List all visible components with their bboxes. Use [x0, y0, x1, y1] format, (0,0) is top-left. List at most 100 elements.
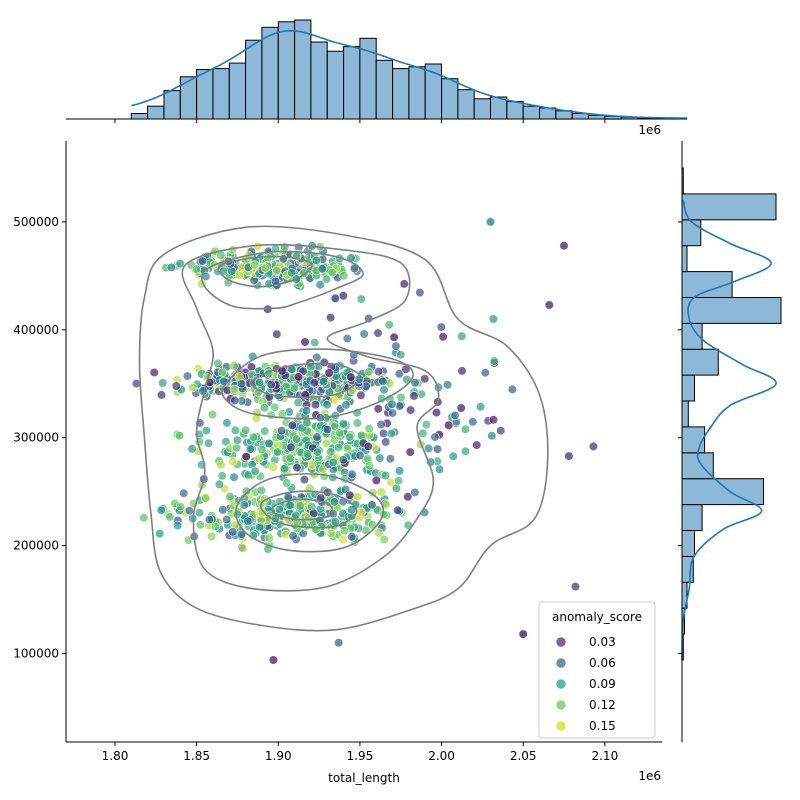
scatter-point: [375, 453, 385, 463]
scatter-point: [300, 337, 310, 347]
scatter-point: [420, 374, 430, 384]
scatter-point: [197, 256, 208, 266]
scatter-point: [156, 390, 167, 400]
scatter-point: [295, 501, 305, 511]
scatter-point: [443, 380, 453, 390]
scatter-point: [460, 424, 471, 434]
scatter-point: [285, 500, 295, 510]
legend-entries: 0.03 0.06 0.09 0.12 0.15: [555, 635, 616, 733]
scatter-point: [373, 328, 383, 338]
scatter-point: [272, 447, 283, 457]
scatter-points: [131, 217, 599, 665]
scatter-point: [409, 391, 419, 401]
top-histogram-bar: [277, 21, 296, 120]
x-tick-label: 1.95: [347, 749, 374, 763]
scatter-point: [485, 217, 496, 227]
scatter-point: [270, 402, 280, 412]
top-marginal: 1e6: [66, 19, 688, 137]
scatter-point: [339, 526, 350, 536]
y-tick-label: 300000: [13, 431, 59, 445]
scatter-point: [292, 463, 302, 473]
scatter-point: [518, 629, 528, 639]
scatter-point: [345, 432, 355, 442]
scatter-point: [229, 361, 239, 371]
scatter-point: [456, 403, 466, 413]
scatter-point: [311, 255, 322, 266]
scatter-point: [217, 367, 227, 377]
scatter-point: [436, 322, 446, 332]
scatter-point: [230, 425, 240, 435]
scatter-point: [207, 409, 218, 420]
scatter-point: [379, 534, 389, 545]
scatter-point: [302, 449, 312, 459]
scatter-point: [321, 274, 332, 284]
scatter-point: [330, 293, 341, 304]
scatter-point: [480, 368, 490, 378]
scatter-point: [266, 380, 276, 390]
scatter-point: [326, 447, 336, 457]
kde-contour: [138, 225, 549, 632]
scatter-point: [364, 424, 374, 434]
kde-contour: [221, 348, 414, 420]
scatter-point: [430, 432, 440, 442]
scatter-point: [312, 447, 323, 457]
top-histogram-bar: [212, 68, 230, 120]
main-plot: 1.80 1.85 1.90 1.95 2.00 2.05 2.10 100000 20000…: [13, 141, 662, 785]
scatter-point: [406, 405, 416, 415]
scatter-point: [405, 447, 415, 457]
scatter-point: [363, 441, 373, 452]
scatter-point: [222, 418, 232, 428]
scatter-point: [322, 425, 333, 435]
scatter-point: [359, 329, 369, 339]
legend-label: 0.09: [589, 677, 616, 691]
scatter-point: [357, 430, 367, 441]
scatter-point: [272, 329, 282, 339]
scatter-point: [274, 504, 285, 515]
scatter-point: [387, 399, 397, 409]
scatter-point: [310, 400, 321, 410]
scatter-point: [264, 533, 274, 543]
scatter-point: [149, 367, 159, 378]
scatter-point: [374, 528, 384, 538]
scatter-point: [324, 368, 334, 378]
scatter-point: [444, 420, 454, 430]
right-histogram-bar: [681, 245, 688, 273]
scatter-point: [329, 497, 340, 507]
y-tick-label: 500000: [13, 215, 59, 229]
right-histogram-bar: [681, 400, 689, 428]
scatter-point: [218, 505, 228, 515]
right-histogram-bar: [681, 426, 706, 454]
scatter-point: [254, 453, 264, 464]
scatter-point: [371, 475, 382, 486]
top-histogram-bars: [130, 19, 688, 120]
right-histogram-bar: [681, 374, 695, 402]
scatter-point: [312, 432, 322, 442]
scatter-point: [225, 492, 235, 502]
scatter-point: [277, 426, 287, 436]
scatter-point: [378, 376, 388, 386]
scatter-point: [222, 514, 232, 525]
scatter-point: [213, 358, 223, 369]
scatter-point: [335, 428, 345, 438]
scatter-point: [559, 241, 569, 251]
scatter-point: [395, 401, 405, 411]
top-histogram-bar: [392, 68, 410, 120]
kde-contour: [200, 250, 365, 310]
scatter-point: [158, 378, 168, 388]
right-histogram-bars: [681, 167, 782, 661]
kde-contour: [271, 498, 334, 521]
scatter-point: [393, 505, 403, 515]
y-axis-ticks: 100000 200000 300000 400000 500000: [13, 215, 66, 661]
scatter-point: [345, 490, 355, 500]
scatter-point: [217, 471, 227, 481]
scatter-point: [268, 462, 279, 472]
kde-contour: [259, 490, 358, 529]
right-histogram-bar: [681, 193, 777, 221]
scatter-point: [179, 488, 189, 498]
scatter-point: [228, 527, 238, 537]
scatter-point: [391, 341, 401, 351]
scatter-point: [394, 369, 404, 379]
scatter-point: [588, 441, 599, 452]
scatter-point: [260, 263, 271, 273]
scatter-point: [292, 434, 302, 444]
